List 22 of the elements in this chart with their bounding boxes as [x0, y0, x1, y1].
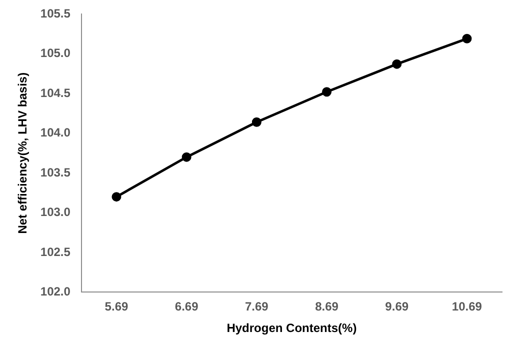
- y-tick-label: 103.0: [40, 205, 71, 220]
- point: [462, 34, 472, 44]
- y-tick-label: 104.0: [40, 126, 71, 140]
- y-tick-label: 102.0: [40, 284, 71, 299]
- x-tick-label: 8.69: [315, 300, 339, 314]
- y-tick-label: 104.5: [40, 86, 71, 100]
- y-tick-label: 102.5: [40, 244, 71, 259]
- x-tick-label: 5.69: [104, 300, 128, 314]
- point: [252, 117, 262, 127]
- y-axis-title: Net efficiency(%, LHV basis): [16, 72, 30, 234]
- x-tick-label: 6.69: [174, 300, 199, 314]
- point: [112, 192, 122, 202]
- y-tick-label: 105.0: [40, 46, 71, 60]
- point: [322, 87, 332, 97]
- x-tick-label: 9.69: [385, 300, 409, 314]
- y-tick-label: 105.5: [40, 6, 71, 20]
- x-axis-title: Hydrogen Contents(%): [226, 321, 357, 336]
- y-tick-label: 103.5: [40, 165, 71, 180]
- point: [182, 152, 192, 162]
- x-tick-label: 7.69: [244, 300, 269, 314]
- point: [392, 59, 402, 69]
- x-tick-label: 10.69: [452, 300, 482, 314]
